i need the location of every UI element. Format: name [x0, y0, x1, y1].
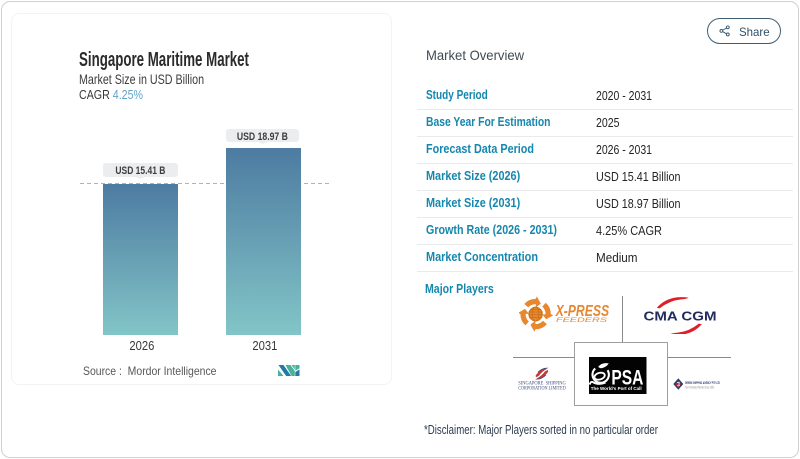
svg-text:CORPORATION LIMITED: CORPORATION LIMITED [518, 387, 566, 392]
svg-text:FEEDERS: FEEDERS [556, 317, 608, 324]
svg-text:SINGAPORE SHIPPING: SINGAPORE SHIPPING [518, 381, 566, 386]
svg-text:Your Preferred Partner Since 1: Your Preferred Partner Since 1992 [685, 386, 714, 390]
svg-text:GREEN SHIPPING AGENCY PTE LTD: GREEN SHIPPING AGENCY PTE LTD [685, 381, 720, 385]
svg-text:The World's Port of Call: The World's Port of Call [591, 386, 642, 391]
svg-text:PSA: PSA [611, 366, 643, 389]
svg-text:X-PRESS: X-PRESS [555, 303, 610, 320]
svg-text:CMA CGM: CMA CGM [644, 308, 717, 323]
